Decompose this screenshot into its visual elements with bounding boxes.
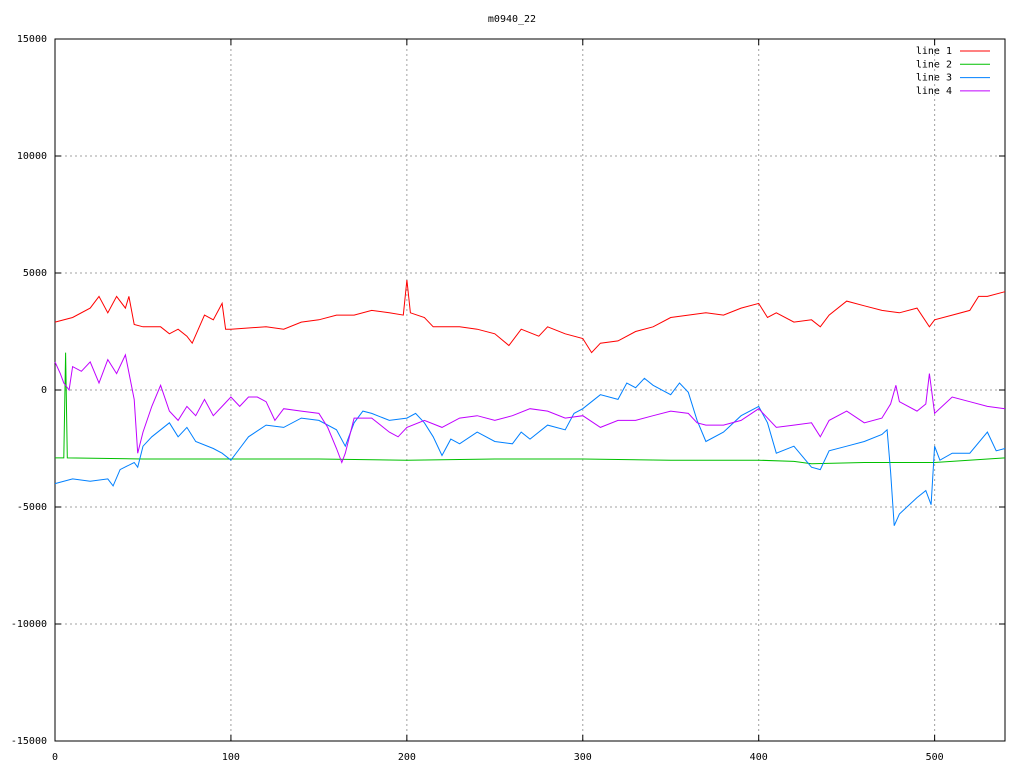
y-tick-label: 15000 bbox=[17, 34, 47, 45]
x-tick-label: 500 bbox=[926, 752, 944, 763]
legend-label: line 4 bbox=[916, 86, 952, 97]
x-tick-label: 0 bbox=[52, 752, 58, 763]
y-tick-label: 10000 bbox=[17, 151, 47, 162]
x-tick-label: 300 bbox=[574, 752, 592, 763]
series-line bbox=[55, 352, 1006, 465]
y-tick-label: -15000 bbox=[11, 736, 47, 747]
chart-title: m0940_22 bbox=[488, 14, 536, 25]
x-tick-label: 400 bbox=[750, 752, 768, 763]
y-tick-label: -5000 bbox=[17, 502, 47, 513]
x-tick-label: 100 bbox=[222, 752, 240, 763]
series-line bbox=[54, 279, 1006, 354]
y-tick-label: 5000 bbox=[23, 268, 47, 279]
series-line bbox=[54, 353, 1006, 464]
series-line bbox=[54, 377, 1006, 526]
y-tick-label: 0 bbox=[41, 385, 47, 396]
legend-label: line 1 bbox=[916, 46, 952, 57]
legend-label: line 2 bbox=[916, 59, 952, 70]
legend-label: line 3 bbox=[916, 73, 952, 84]
y-tick-label: -10000 bbox=[11, 619, 47, 630]
x-tick-label: 200 bbox=[398, 752, 416, 763]
plot-border bbox=[54, 38, 1006, 742]
